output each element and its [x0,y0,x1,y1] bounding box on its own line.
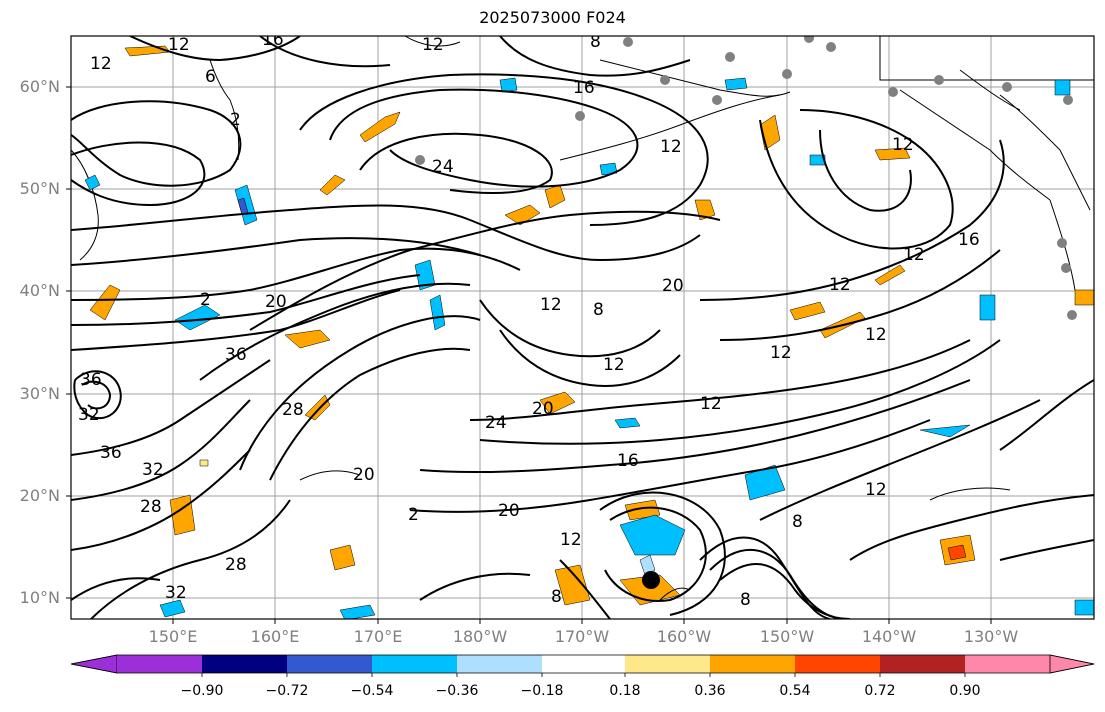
gray-dot-icon [1067,310,1077,320]
contour-label: 12 [168,35,190,55]
lat-label: 10°N [19,588,60,607]
contour-label: 12 [770,343,792,363]
lat-label: 30°N [19,384,60,403]
contour-label: 36 [225,345,247,365]
lat-label: 60°N [19,77,60,96]
map-title: 2025073000 F024 [479,8,626,27]
lon-label: 150°W [759,627,815,646]
contour-label: 12 [903,245,925,265]
contour-label: 20 [265,292,287,312]
gray-dot-icon [725,52,735,62]
colorbar-under-extension [70,654,118,674]
lat-label: 50°N [19,179,60,198]
gray-dot-icon [660,75,670,85]
gray-dot-icon [623,37,633,47]
contour-label: 12 [660,137,682,157]
contour-label: 20 [662,276,684,296]
contour-label: 16 [617,451,639,471]
contour-label: 32 [142,460,164,480]
gray-dot-icon [712,95,722,105]
contour-label: 2 [408,505,419,525]
contour-label: 32 [165,583,187,603]
map-plot-area: 12 16 12 8 16 12 6 2 12 24 12 16 12 20 1… [71,30,1094,619]
colorbar-tick-label: −0.18 [520,683,564,699]
contour-label: 20 [498,501,520,521]
axis-ticks [66,86,992,624]
lon-label: 140°W [861,627,917,646]
contour-label: 16 [262,30,284,50]
lon-label: 160°E [250,627,300,646]
lon-label: 160°W [656,627,712,646]
contour-label: 12 [865,325,887,345]
height-contours [71,36,1094,619]
contour-label: 12 [829,275,851,295]
station-markers [415,36,1077,320]
contour-label: 24 [485,413,507,433]
contour-label: 32 [78,405,100,425]
contour-label: 16 [573,78,595,98]
contour-label: 12 [892,135,914,155]
lat-label: 40°N [19,281,60,300]
gray-dot-icon [934,75,944,85]
colorbar-tick-label: −0.90 [180,683,224,699]
colorbar-tick-label: 0.90 [949,683,981,699]
gray-dot-icon [826,42,836,52]
contour-label: 6 [205,67,216,87]
gray-dot-icon [888,87,898,97]
colorbar-tick-label: 0.72 [864,683,896,699]
contour-label: 12 [603,355,625,375]
contour-label: 8 [740,590,751,610]
contour-label: 20 [353,465,375,485]
coastlines [71,36,1094,291]
contour-label: 28 [225,555,247,575]
contour-label: 12 [700,394,722,414]
black-dot-icon [642,571,660,589]
colorbar-over-extension [1049,654,1095,674]
contour-label: 16 [958,230,980,250]
contour-label: 36 [80,370,102,390]
gray-dot-icon [782,69,792,79]
gray-dot-icon [1057,238,1067,248]
lon-label: 180°W [452,627,508,646]
contour-labels: 12 16 12 8 16 12 6 2 12 24 12 16 12 20 1… [78,30,980,610]
lat-label: 20°N [19,486,60,505]
gray-dot-icon [804,36,814,43]
gray-dot-icon [1063,95,1073,105]
lon-label: 170°W [554,627,610,646]
colorbar-tick-label: 0.36 [694,683,726,699]
colorbar-tick-label: 0.18 [609,683,641,699]
colorbar [70,654,1095,677]
colorbar-tick-label: −0.72 [265,683,309,699]
lon-label: 150°E [148,627,198,646]
contour-label: 24 [432,157,454,177]
contour-label: 12 [90,54,112,74]
gray-dot-icon [1002,82,1012,92]
colorbar-tick-label: −0.54 [350,683,394,699]
contour-label: 8 [590,32,601,52]
colorbar-tick-label: −0.36 [435,683,479,699]
contour-label: 8 [792,512,803,532]
gray-dot-icon [415,155,425,165]
contour-label: 12 [560,530,582,550]
contour-label: 12 [540,295,562,315]
contour-label: 12 [422,35,444,55]
gray-dot-icon [1061,263,1071,273]
contour-label: 12 [865,480,887,500]
contour-label: 8 [593,300,604,320]
contour-label: 36 [100,443,122,463]
gray-dot-icon [575,111,585,121]
contour-label: 28 [282,400,304,420]
negative-anomaly-patches [84,77,1094,619]
contour-label: 2 [230,110,241,130]
lon-label: 170°E [353,627,403,646]
contour-label: 28 [140,497,162,517]
contour-label: 2 [200,290,211,310]
lon-label: 130°W [963,627,1019,646]
contour-label: 8 [551,587,562,607]
colorbar-tick-label: 0.54 [779,683,811,699]
contour-label: 20 [532,399,554,419]
thin-contours [299,470,1011,601]
